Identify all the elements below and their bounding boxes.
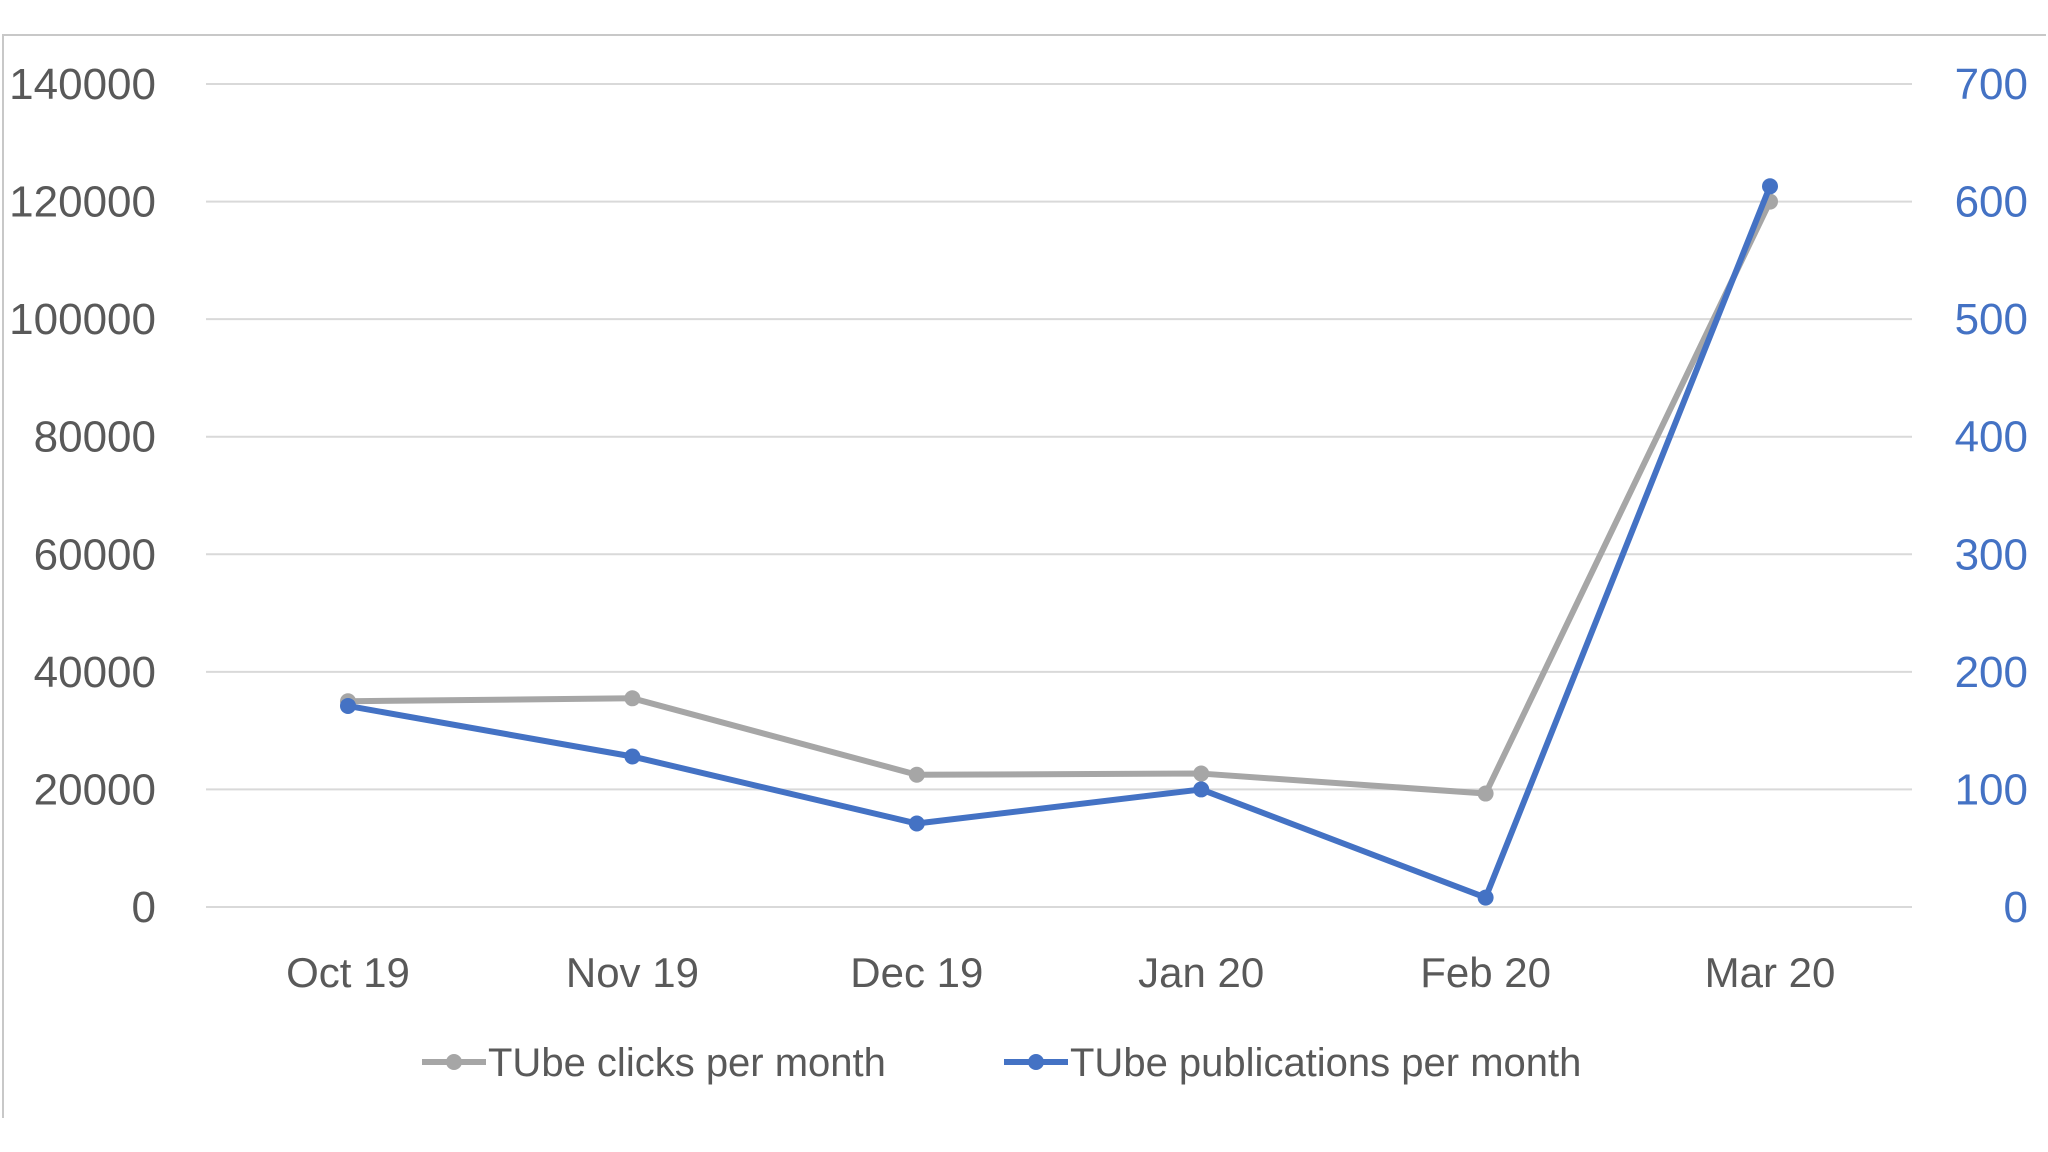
left-y-axis: 0 20000 40000 60000 80000 100000 120000 140000 bbox=[9, 60, 156, 932]
x-tick-label: Jan 20 bbox=[1138, 949, 1264, 996]
data-point bbox=[908, 766, 925, 783]
right-tick-label: 300 bbox=[1955, 530, 2028, 579]
x-tick-label: Mar 20 bbox=[1705, 949, 1836, 996]
x-tick-label: Nov 19 bbox=[566, 949, 699, 996]
left-tick-label: 0 bbox=[132, 883, 156, 932]
legend-swatch-marker bbox=[446, 1054, 462, 1070]
data-point bbox=[1193, 781, 1210, 798]
left-tick-label: 40000 bbox=[34, 648, 156, 697]
left-tick-label: 20000 bbox=[34, 765, 156, 814]
legend-label: TUbe publications per month bbox=[1070, 1041, 1581, 1085]
right-tick-label: 500 bbox=[1955, 295, 2028, 344]
right-tick-label: 600 bbox=[1955, 178, 2028, 227]
data-point bbox=[624, 748, 641, 765]
data-point bbox=[1193, 765, 1210, 782]
legend: TUbe clicks per month TUbe publications p… bbox=[422, 1041, 1581, 1085]
right-tick-label: 200 bbox=[1955, 648, 2028, 697]
left-tick-label: 120000 bbox=[9, 178, 156, 227]
x-tick-label: Feb 20 bbox=[1420, 949, 1551, 996]
right-tick-label: 700 bbox=[1955, 60, 2028, 109]
data-point bbox=[1477, 889, 1494, 906]
right-tick-label: 100 bbox=[1955, 765, 2028, 814]
series-lines bbox=[340, 178, 1778, 906]
x-tick-label: Oct 19 bbox=[286, 949, 410, 996]
data-point bbox=[1762, 178, 1778, 195]
left-tick-label: 80000 bbox=[34, 413, 156, 462]
chart-frame bbox=[2, 34, 2046, 1118]
legend-label: TUbe clicks per month bbox=[488, 1041, 886, 1085]
right-tick-label: 400 bbox=[1955, 413, 2028, 462]
right-tick-label: 0 bbox=[2004, 883, 2028, 932]
data-point bbox=[624, 690, 641, 707]
series-line-2 bbox=[347, 185, 1773, 901]
x-tick-label: Dec 19 bbox=[850, 949, 983, 996]
x-axis: Oct 19 Nov 19 Dec 19 Jan 20 Feb 20 Mar 20 bbox=[286, 949, 1835, 996]
data-point bbox=[340, 697, 356, 714]
data-point bbox=[908, 815, 925, 832]
series-line-1 bbox=[347, 200, 1773, 797]
left-tick-label: 140000 bbox=[9, 60, 156, 109]
gridlines bbox=[206, 83, 1912, 908]
left-tick-label: 60000 bbox=[34, 530, 156, 579]
legend-swatch-marker bbox=[1028, 1054, 1044, 1070]
left-tick-label: 100000 bbox=[9, 295, 156, 344]
data-point bbox=[1477, 785, 1494, 802]
right-y-axis: 0 100 200 300 400 500 600 700 bbox=[1955, 60, 2028, 932]
